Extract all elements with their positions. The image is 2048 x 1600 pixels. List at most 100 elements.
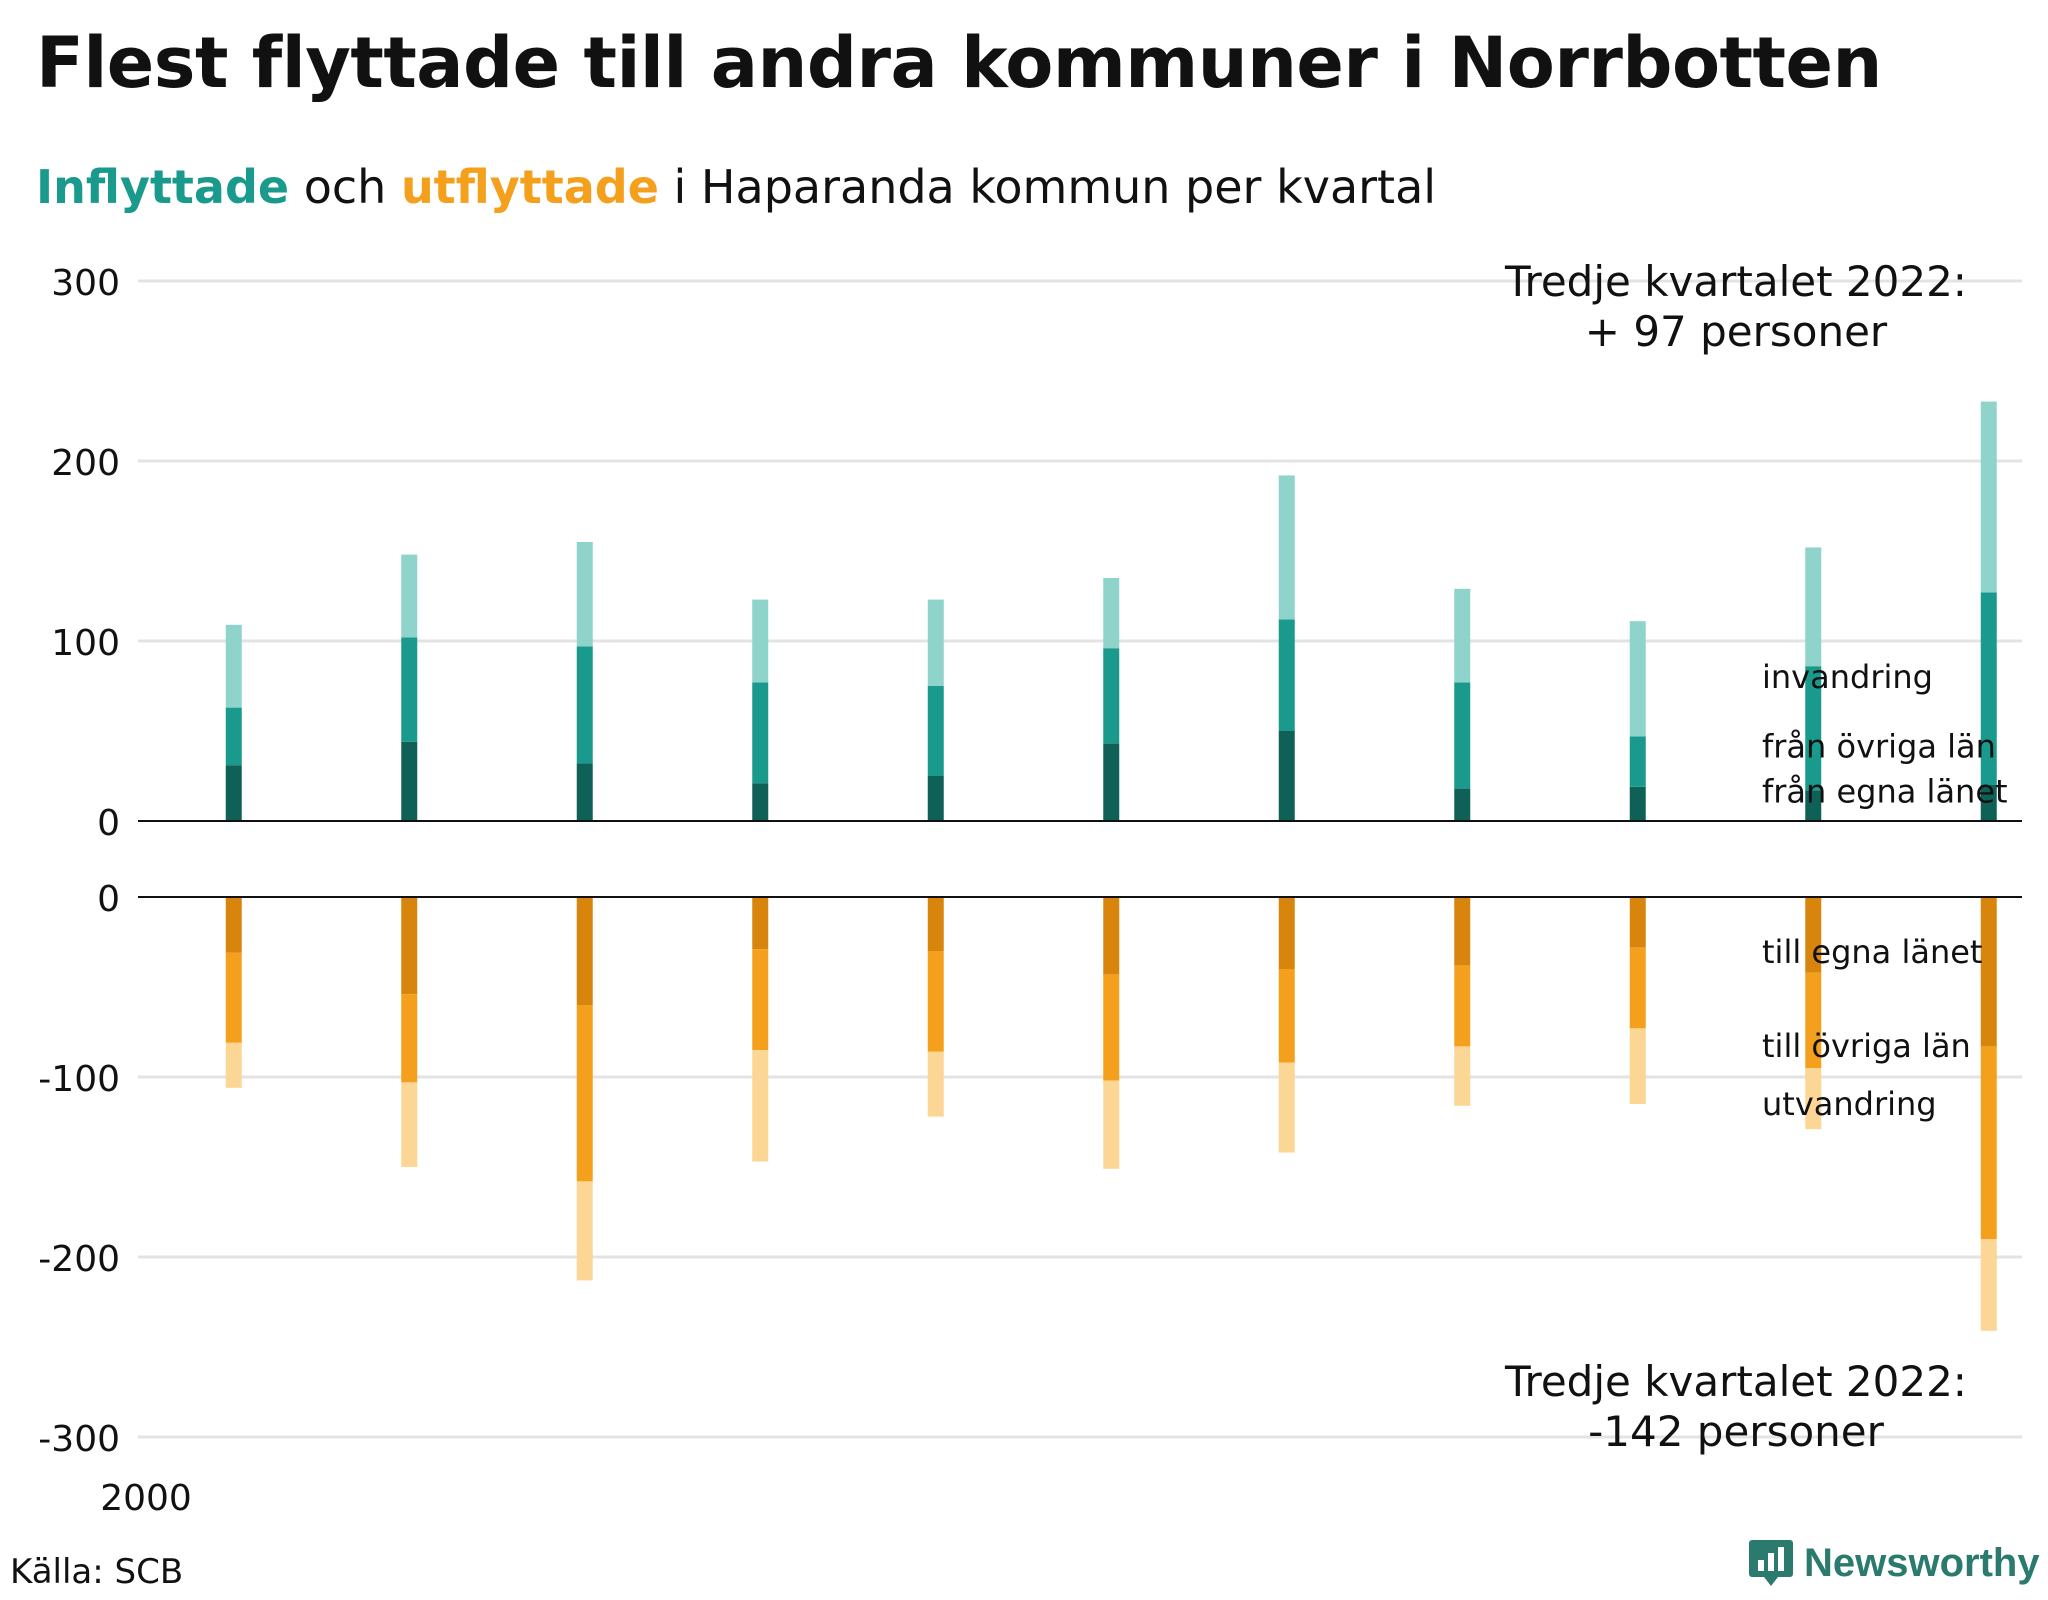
- brand-logo[interactable]: Newsworthy: [1748, 1538, 2040, 1588]
- annotation-bottom-line1: Tredje kvartalet 2022:: [1504, 1357, 1967, 1406]
- bar-till-egna-länet: [927, 897, 944, 951]
- bar-till-egna-länet: [1103, 897, 1120, 975]
- bar-från-övriga-län: [225, 707, 242, 766]
- bar-utvandring: [1278, 1062, 1295, 1153]
- bar-utvandring: [1980, 1239, 1997, 1331]
- bar-invandring: [1454, 588, 1471, 683]
- bar-utvandring: [1629, 1028, 1646, 1104]
- bar-till-egna-länet: [752, 897, 769, 950]
- subtitle-och: och: [289, 160, 401, 214]
- bar-invandring: [1278, 475, 1295, 620]
- bar-utvandring: [927, 1051, 944, 1117]
- bar-utvandring: [225, 1042, 242, 1088]
- subtitle-rest: i Haparanda kommun per kvartal: [658, 160, 1437, 214]
- bar-från-övriga-län: [1980, 592, 1997, 785]
- bar-till-egna-länet: [1980, 897, 1997, 1047]
- y-tick-label: 0: [97, 803, 120, 844]
- bar-invandring: [1805, 547, 1822, 667]
- bar-invandring: [1980, 401, 1997, 593]
- bar-till-övriga-län: [576, 1005, 593, 1182]
- bar-till-övriga-län: [1980, 1046, 1997, 1239]
- y-tick-label: -100: [38, 1059, 120, 1100]
- bar-utvandring: [1103, 1080, 1120, 1169]
- bar-till-övriga-län: [401, 994, 418, 1083]
- y-tick-label: -200: [38, 1239, 120, 1280]
- y-tick-label: 0: [97, 879, 120, 920]
- bar-från-egna-länet: [1805, 790, 1822, 821]
- series-label: från egna länet: [1762, 772, 2008, 810]
- subtitle-utflyttade: utflyttade: [400, 160, 659, 214]
- axes: 200020102020: [100, 820, 2022, 1519]
- annotation-top-line1: Tredje kvartalet 2022:: [1504, 257, 1967, 306]
- bar-från-övriga-län: [1454, 682, 1471, 789]
- bar-invandring: [1103, 578, 1120, 649]
- bar-invandring: [752, 599, 769, 683]
- bar-från-egna-länet: [752, 783, 769, 821]
- bar-från-egna-länet: [927, 776, 944, 821]
- bar-till-övriga-län: [1278, 969, 1295, 1063]
- bar-från-övriga-län: [1278, 619, 1295, 731]
- gridlines-inflyttade: 0 100 200 300: [51, 263, 2022, 844]
- series-label: till egna länet: [1762, 933, 1982, 971]
- bar-till-egna-länet: [1278, 897, 1295, 969]
- bar-från-egna-länet: [1454, 788, 1471, 821]
- gridlines-utflyttade: 0 -100 -200 -300: [38, 879, 2022, 1460]
- bar-från-övriga-län: [752, 682, 769, 784]
- bar-till-övriga-län: [1629, 947, 1646, 1029]
- series-label: till övriga län: [1762, 1027, 1971, 1065]
- series-label: från övriga län: [1762, 728, 1996, 766]
- bar-till-egna-länet: [225, 897, 242, 953]
- bars-utflyttade: [225, 897, 1997, 1331]
- bar-från-egna-länet: [401, 741, 418, 821]
- bar-från-egna-länet: [1980, 785, 1997, 821]
- bar-från-egna-länet: [576, 763, 593, 821]
- bar-invandring: [927, 599, 944, 686]
- bar-från-övriga-län: [1629, 736, 1646, 787]
- bar-till-övriga-län: [1454, 965, 1471, 1047]
- bar-utvandring: [576, 1181, 593, 1281]
- bar-till-övriga-län: [927, 951, 944, 1052]
- y-tick-label: 300: [51, 263, 120, 304]
- bars-inflyttade: [225, 401, 1997, 821]
- source-label: Källa: SCB: [10, 1552, 184, 1592]
- series-label: utvandring: [1762, 1085, 1937, 1123]
- bar-invandring: [225, 624, 242, 708]
- bar-från-egna-länet: [1629, 786, 1646, 821]
- bar-till-egna-länet: [1805, 897, 1822, 973]
- bar-utvandring: [401, 1082, 418, 1167]
- bar-från-övriga-län: [1103, 648, 1120, 744]
- x-tick-label: 2000: [100, 1478, 192, 1519]
- bar-från-övriga-län: [1805, 666, 1822, 791]
- bar-till-övriga-län: [752, 949, 769, 1050]
- newsworthy-icon: [1749, 1540, 1793, 1586]
- bar-till-övriga-län: [1103, 974, 1120, 1081]
- bar-invandring: [1629, 621, 1646, 737]
- subtitle-inflyttade: Inflyttade: [36, 160, 290, 214]
- bar-utvandring: [1805, 1068, 1822, 1130]
- bar-från-övriga-län: [576, 646, 593, 764]
- annotation-top-line2: + 97 personer: [1585, 307, 1888, 356]
- bar-från-övriga-län: [401, 637, 418, 742]
- bar-till-egna-länet: [1629, 897, 1646, 948]
- bar-till-övriga-län: [1805, 972, 1822, 1068]
- bar-till-övriga-län: [225, 952, 242, 1043]
- brand-name: Newsworthy: [1804, 1540, 2040, 1585]
- bar-till-egna-länet: [576, 897, 593, 1005]
- bar-från-egna-länet: [1278, 731, 1295, 821]
- bar-invandring: [401, 554, 418, 638]
- y-tick-label: 100: [51, 623, 120, 664]
- bar-utvandring: [752, 1050, 769, 1162]
- y-tick-label: -300: [38, 1419, 120, 1460]
- chart-subtitle: Inflyttade och utflyttade i Haparanda ko…: [36, 160, 1436, 214]
- bar-utvandring: [1454, 1046, 1471, 1106]
- bar-från-egna-länet: [1103, 743, 1120, 821]
- bar-från-egna-länet: [225, 765, 242, 821]
- chart-title: Flest flyttade till andra kommuner i Nor…: [36, 22, 1882, 104]
- annotation-bottom-line2: -142 personer: [1588, 1407, 1884, 1456]
- bar-från-övriga-län: [927, 686, 944, 776]
- y-tick-label: 200: [51, 443, 120, 484]
- series-label: invandring: [1762, 658, 1933, 696]
- series-labels: från egna länet från övriga län invandring…: [1762, 658, 2008, 1123]
- bar-till-egna-länet: [1454, 897, 1471, 966]
